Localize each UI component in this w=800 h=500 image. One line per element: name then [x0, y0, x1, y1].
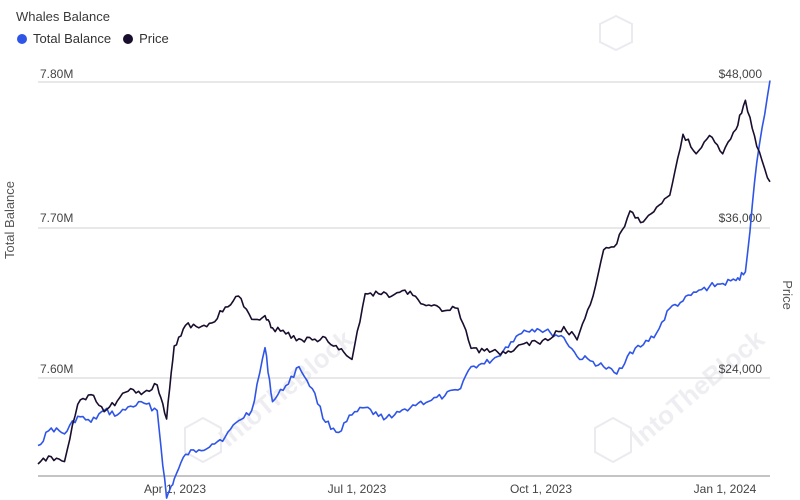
left-tick-label-780: 7.80M — [40, 67, 73, 81]
right-tick-label-48000: $48,000 — [719, 67, 763, 81]
watermark-text-1: IntoTheBlock — [213, 323, 359, 452]
watermark-text-2: IntoTheBlock — [625, 323, 771, 452]
x-tick-label-apr: Apr 1, 2023 — [144, 482, 206, 496]
x-tick-label-oct: Oct 1, 2023 — [510, 482, 572, 496]
left-tick-label-760: 7.60M — [40, 362, 73, 376]
legend-item-price[interactable]: Price — [123, 31, 169, 46]
legend-item-total-balance[interactable]: Total Balance — [17, 31, 111, 46]
x-tick-label-jul: Jul 1, 2023 — [328, 482, 387, 496]
right-tick-label-36000: $36,000 — [719, 211, 763, 225]
legend-label-total-balance: Total Balance — [33, 31, 112, 46]
right-tick-label-24000: $24,000 — [719, 362, 763, 376]
series-layer — [37, 80, 771, 499]
y-axis-label-left: Total Balance — [2, 180, 17, 260]
series-line-price[interactable] — [37, 99, 771, 465]
legend: Total Balance Price — [17, 31, 169, 46]
chart-title: Whales Balance — [16, 9, 110, 24]
y-axis-label-right: Price — [780, 280, 795, 310]
legend-dot-total-balance — [17, 33, 27, 44]
left-tick-label-770: 7.70M — [40, 211, 73, 225]
watermark: IntoTheBlock IntoTheBlock — [184, 14, 771, 464]
x-tick-label-jan: Jan 1, 2024 — [694, 482, 757, 496]
series-line-total-balance[interactable] — [37, 80, 771, 499]
legend-dot-price — [123, 33, 134, 44]
legend-label-price: Price — [139, 31, 169, 46]
